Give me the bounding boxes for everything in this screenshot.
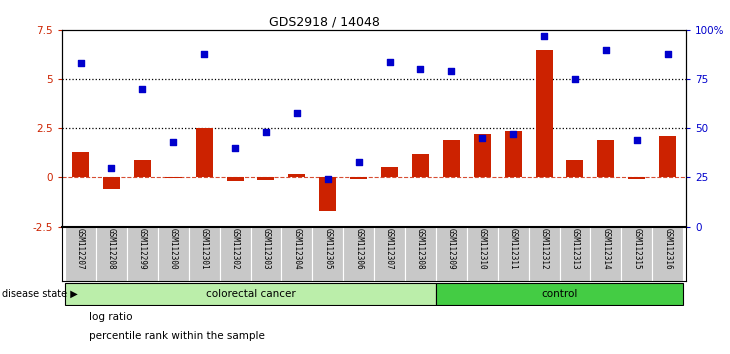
Point [353,159,364,165]
Point [445,69,457,74]
Bar [412,154,429,177]
Text: control: control [542,289,577,299]
Point [74,61,86,66]
Bar [158,227,189,281]
Point [384,59,396,64]
Bar [189,227,220,281]
Point [137,86,148,92]
Text: GSM112311: GSM112311 [509,228,518,270]
Bar [597,140,615,177]
Bar [659,136,676,177]
Bar [312,227,343,281]
Point [507,131,519,137]
Bar [405,227,436,281]
Bar [165,177,182,178]
Text: GSM112313: GSM112313 [570,228,580,270]
Bar [536,50,553,177]
Bar [343,227,374,281]
Point [569,76,581,82]
Bar [591,227,621,281]
Point [415,67,426,72]
Text: GSM112308: GSM112308 [416,228,425,270]
Bar [220,227,250,281]
Bar [350,177,367,179]
Text: GSM112314: GSM112314 [602,228,610,270]
Bar [443,140,460,177]
Text: GSM112304: GSM112304 [293,228,301,270]
Bar [196,128,212,177]
Bar [288,173,305,177]
Bar [381,167,398,177]
Bar [258,177,274,181]
Title: GDS2918 / 14048: GDS2918 / 14048 [269,16,380,29]
Text: GSM112306: GSM112306 [354,228,364,270]
Bar [226,177,244,181]
Bar [498,227,529,281]
Bar [65,282,436,305]
Point [106,165,118,171]
Text: GSM112208: GSM112208 [107,228,116,270]
Text: GSM112302: GSM112302 [231,228,239,270]
Bar [127,227,158,281]
Bar [504,131,522,177]
Bar [474,134,491,177]
Text: log ratio: log ratio [89,312,133,322]
Point [199,51,210,57]
Text: GSM112309: GSM112309 [447,228,456,270]
Point [600,47,612,52]
Point [631,137,642,143]
Text: GSM112315: GSM112315 [632,228,641,270]
Text: disease state ▶: disease state ▶ [2,289,78,299]
Text: colorectal cancer: colorectal cancer [206,289,296,299]
Text: GSM112301: GSM112301 [200,228,209,270]
Point [229,145,241,151]
Bar [282,227,312,281]
Text: GSM112300: GSM112300 [169,228,178,270]
Bar [103,177,120,189]
Bar [374,227,405,281]
Bar [566,160,583,177]
Bar [466,227,498,281]
Bar [436,282,683,305]
Bar [629,177,645,179]
Point [260,130,272,135]
Bar [72,152,89,177]
Text: percentile rank within the sample: percentile rank within the sample [89,331,265,341]
Text: GSM112310: GSM112310 [477,228,487,270]
Text: GSM112312: GSM112312 [539,228,548,270]
Point [662,51,674,57]
Text: GSM112307: GSM112307 [385,228,394,270]
Bar [529,227,559,281]
Bar [134,160,151,177]
Bar [96,227,127,281]
Point [538,33,550,39]
Text: GSM112305: GSM112305 [323,228,332,270]
Bar [559,227,591,281]
Text: GSM112303: GSM112303 [261,228,271,270]
Bar [621,227,652,281]
Text: GSM112316: GSM112316 [663,228,672,270]
Point [291,110,303,115]
Bar [652,227,683,281]
Bar [319,177,337,211]
Text: GSM112207: GSM112207 [76,228,85,270]
Point [477,135,488,141]
Point [167,139,179,145]
Text: GSM112299: GSM112299 [138,228,147,270]
Bar [436,227,466,281]
Bar [250,227,282,281]
Bar [65,227,96,281]
Point [322,177,334,182]
